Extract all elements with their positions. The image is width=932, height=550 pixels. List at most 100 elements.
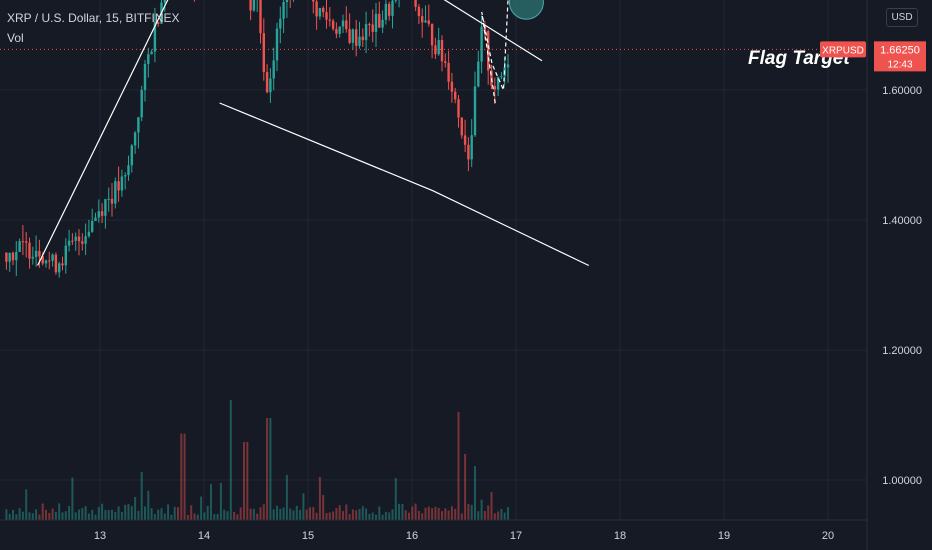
candle-body [421, 16, 424, 23]
candle-body [44, 260, 48, 264]
bar-countdown-label: 12:43 [887, 59, 912, 70]
candle-body [322, 7, 325, 13]
volume-bar [285, 474, 288, 520]
volume-bar [417, 510, 420, 520]
candle-body [28, 242, 31, 259]
candle-body [500, 76, 503, 78]
candle-body [338, 26, 341, 34]
candle-body [417, 6, 421, 17]
trend-drawings[interactable] [37, 0, 750, 267]
candle-body [100, 211, 104, 216]
rally-trendline[interactable] [37, 0, 239, 266]
volume-bar [490, 492, 493, 520]
time-tick-label: 16 [406, 530, 418, 542]
volume-bar [318, 476, 321, 520]
currency-selector[interactable]: USD [886, 8, 918, 27]
volume-bar [477, 511, 480, 520]
volume-bar [246, 442, 249, 520]
volume-bar [114, 512, 117, 520]
volume-bar [411, 506, 414, 520]
volume-bar [87, 513, 90, 520]
volume-bar [31, 513, 34, 520]
volume-bar [328, 512, 331, 520]
volume-bar [64, 511, 67, 520]
candle-body [440, 40, 444, 62]
candle-body [143, 63, 147, 90]
candle-body [107, 198, 110, 200]
volume-bar [361, 506, 364, 520]
candle-body [460, 117, 463, 136]
volume-bar [474, 466, 476, 520]
time-tick-label: 17 [510, 530, 522, 542]
candle-body [328, 19, 331, 21]
volume-bar [266, 418, 269, 520]
volume-bar [8, 513, 11, 520]
volume-bar [305, 509, 308, 520]
volume-bar [371, 512, 374, 520]
volume-bar [233, 511, 236, 520]
volume-bar [408, 512, 410, 520]
volume-bar [147, 490, 150, 520]
candle-body [5, 252, 8, 262]
candle-body [388, 3, 391, 16]
volume-bar [276, 505, 278, 520]
price-tick-label: 1.40000 [882, 215, 922, 227]
volume-bar [236, 514, 239, 520]
volume-bar [467, 504, 470, 520]
volume-bar [167, 504, 170, 520]
volume-bar [170, 514, 173, 520]
volume-bar [470, 504, 473, 520]
candle-body [493, 85, 496, 90]
candle-body [378, 13, 381, 28]
price-tick-label: 1.60000 [882, 85, 922, 97]
time-tick-label: 20 [822, 530, 834, 542]
volume-bar [127, 504, 130, 520]
candle-body [163, 0, 166, 3]
candle-body [391, 0, 394, 16]
volume-bar [335, 508, 338, 520]
volume-bar [134, 496, 137, 520]
candle-body [249, 0, 252, 11]
volume-bar [282, 507, 285, 520]
volume-bar [206, 505, 209, 520]
volume-bar [348, 514, 351, 520]
candle-body [364, 24, 368, 41]
volume-bar [394, 478, 397, 520]
candle-body [137, 117, 140, 133]
volume-bar [454, 508, 457, 520]
candle-body [282, 1, 285, 19]
volume-bar [107, 509, 110, 520]
volume-bar [381, 514, 384, 520]
volume-bar [140, 472, 143, 520]
candle-body [285, 0, 289, 2]
candle-body [54, 254, 58, 273]
candle-body [64, 245, 67, 266]
candle-body [140, 89, 143, 118]
upper-channel-line[interactable] [238, 0, 543, 62]
volume-bar [289, 508, 292, 520]
volume-bar [61, 512, 64, 520]
candle-body [355, 29, 358, 46]
candle-body [437, 40, 440, 55]
volume-bar [398, 503, 401, 520]
candle-body [15, 251, 18, 261]
candle-body [34, 250, 38, 257]
volume-bar [216, 513, 219, 520]
breakout-circle[interactable] [508, 0, 544, 20]
lower-channel-line[interactable] [219, 102, 590, 267]
candle-body [97, 211, 100, 218]
candle-body [279, 18, 282, 29]
candle-body [71, 240, 74, 242]
candle-body [110, 198, 114, 204]
volume-bar [223, 509, 226, 520]
volume-indicator-label[interactable]: Vol [7, 31, 24, 45]
candle-body [38, 250, 41, 257]
candle-body [454, 91, 457, 100]
candle-body [348, 29, 351, 43]
volume-bar [500, 508, 503, 520]
volume-bar [173, 506, 176, 520]
candle-body [384, 3, 388, 20]
symbol-tag-label: XRPUSD [822, 45, 864, 56]
